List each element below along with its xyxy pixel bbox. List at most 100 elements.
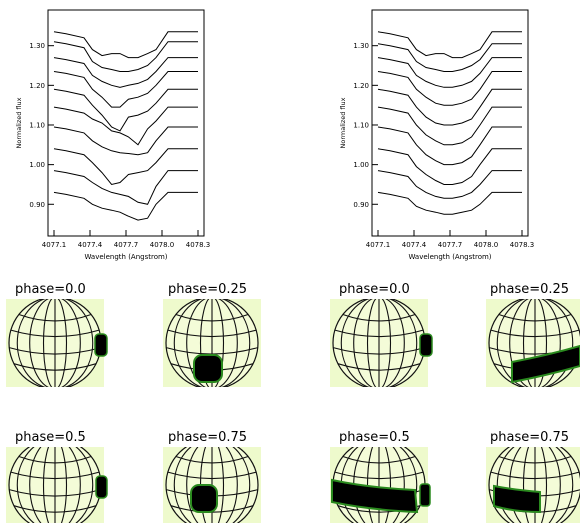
x-axis-label: Wavelength (Angstrom) bbox=[84, 253, 167, 261]
meridian-line bbox=[29, 299, 81, 387]
meridian-line bbox=[522, 299, 548, 387]
latitude-line bbox=[10, 471, 100, 480]
y-axis-label: Normalized flux bbox=[339, 97, 347, 148]
latitude-line bbox=[334, 329, 424, 338]
y-ticks: 0.90 1.00 1.10 1.20 1.30 bbox=[29, 42, 54, 209]
y-tick-label: 1.20 bbox=[29, 82, 45, 90]
x-tick-label: 4077.4 bbox=[402, 241, 427, 249]
latitude-line bbox=[175, 455, 249, 464]
series-line bbox=[53, 170, 198, 205]
globe-body bbox=[332, 299, 426, 387]
left-spectra-plot: 4077.1 4077.4 4077.7 4078.0 4078.3 0.90 1.00 1… bbox=[15, 9, 211, 261]
panel-title: phase=0.5 bbox=[339, 430, 410, 445]
globe-panel: phase=0.0 bbox=[330, 282, 433, 387]
series-line bbox=[53, 57, 198, 88]
meridian-line bbox=[173, 299, 251, 387]
latitude-line bbox=[337, 363, 421, 371]
globe-panel: phase=0.5 bbox=[6, 430, 108, 523]
star-spot bbox=[419, 483, 431, 507]
x-tick-label: 4078.0 bbox=[474, 241, 499, 249]
panel-title: phase=0.25 bbox=[490, 282, 569, 297]
meridian-line bbox=[42, 299, 68, 387]
globe-panel: phase=0.75 bbox=[163, 430, 261, 523]
globe-panels: phase=0.0 phase=0.25 phase=0.0 phase=0.2… bbox=[6, 282, 580, 523]
x-tick-label: 4077.1 bbox=[42, 241, 67, 249]
panel-title: phase=0.0 bbox=[15, 282, 86, 297]
series-line bbox=[53, 31, 198, 59]
meridian-line bbox=[42, 447, 68, 523]
globe bbox=[8, 447, 102, 523]
star-spot bbox=[419, 333, 433, 357]
meridian-line bbox=[509, 447, 561, 523]
latitude-line bbox=[175, 313, 249, 322]
meridian-line bbox=[496, 447, 574, 523]
series-line bbox=[377, 88, 522, 126]
panel-title: phase=0.75 bbox=[490, 430, 569, 445]
x-tick-label: 4077.4 bbox=[78, 241, 103, 249]
meridian-line bbox=[199, 299, 225, 387]
latitude-line bbox=[18, 313, 92, 322]
series-line bbox=[53, 71, 198, 108]
y-tick-label: 1.00 bbox=[29, 161, 45, 169]
star-spot bbox=[95, 475, 108, 499]
panel-title: phase=0.0 bbox=[339, 282, 410, 297]
x-tick-label: 4077.1 bbox=[366, 241, 391, 249]
y-ticks: 0.90 1.00 1.10 1.20 1.30 bbox=[353, 42, 378, 209]
globe-panel: phase=0.25 bbox=[163, 282, 261, 387]
meridian-line bbox=[173, 447, 251, 523]
y-axis-label: Normalized flux bbox=[15, 97, 23, 148]
x-ticks: 4077.1 4077.4 4077.7 4078.0 4078.3 bbox=[42, 230, 211, 249]
star-spot bbox=[190, 484, 218, 513]
latitude-line bbox=[9, 489, 101, 497]
series-line bbox=[377, 191, 522, 215]
series-group bbox=[377, 31, 522, 215]
x-tick-label: 4078.0 bbox=[150, 241, 175, 249]
meridian-line bbox=[16, 299, 94, 387]
x-tick-label: 4078.3 bbox=[186, 241, 211, 249]
globe-body bbox=[8, 447, 102, 523]
series-line bbox=[53, 126, 198, 156]
panel-title: phase=0.25 bbox=[168, 282, 247, 297]
latitude-line bbox=[490, 329, 580, 338]
x-axis-label: Wavelength (Angstrom) bbox=[408, 253, 491, 261]
star-spot bbox=[94, 333, 108, 357]
series-line bbox=[377, 126, 522, 166]
meridian-line bbox=[496, 299, 574, 387]
plot-frame bbox=[47, 9, 205, 237]
right-spectra-plot: 4077.1 4077.4 4077.7 4078.0 4078.3 0.90 1.00 1… bbox=[339, 9, 534, 261]
y-tick-label: 1.30 bbox=[29, 42, 45, 50]
panel-title: phase=0.5 bbox=[15, 430, 86, 445]
y-tick-label: 0.90 bbox=[353, 201, 369, 209]
x-tick-label: 4077.7 bbox=[438, 241, 463, 249]
latitude-line bbox=[9, 347, 101, 355]
y-tick-label: 0.90 bbox=[29, 201, 45, 209]
latitude-line bbox=[167, 471, 257, 480]
series-line bbox=[377, 71, 522, 106]
latitude-line bbox=[10, 329, 100, 338]
star-spot bbox=[193, 354, 223, 383]
globe bbox=[8, 299, 102, 387]
latitude-line bbox=[13, 363, 97, 371]
star-spot bbox=[493, 484, 541, 514]
star-spot bbox=[511, 344, 580, 384]
globe-panel: phase=0.75 bbox=[486, 430, 580, 523]
y-tick-label: 1.00 bbox=[353, 161, 369, 169]
x-tick-label: 4077.7 bbox=[114, 241, 139, 249]
series-line bbox=[53, 148, 198, 186]
latitude-line bbox=[498, 455, 572, 464]
globe bbox=[332, 299, 426, 387]
meridian-line bbox=[353, 299, 405, 387]
x-ticks: 4077.1 4077.4 4077.7 4078.0 4078.3 bbox=[366, 230, 534, 249]
y-tick-label: 1.10 bbox=[353, 121, 369, 129]
latitude-line bbox=[18, 455, 92, 464]
series-line bbox=[53, 106, 198, 146]
panel-title: phase=0.75 bbox=[168, 430, 247, 445]
y-tick-label: 1.20 bbox=[353, 82, 369, 90]
meridian-line bbox=[522, 447, 548, 523]
meridian-line bbox=[186, 447, 238, 523]
meridian-line bbox=[340, 299, 418, 387]
latitude-line bbox=[333, 347, 425, 355]
latitude-line bbox=[498, 313, 572, 322]
globe-panel: phase=0.25 bbox=[486, 282, 580, 387]
